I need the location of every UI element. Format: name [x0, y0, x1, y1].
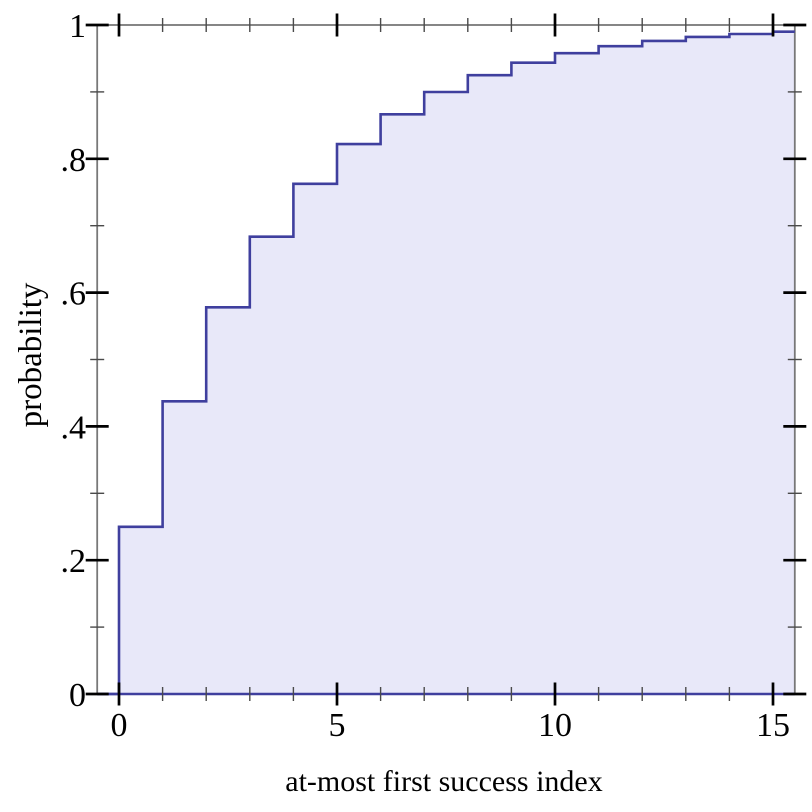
y-tick-label: .4 — [61, 409, 87, 446]
y-tick-label: .2 — [61, 543, 87, 580]
x-axis-label: at-most first success index — [285, 765, 602, 798]
y-tick-label: 1 — [69, 8, 86, 45]
cdf-area — [97, 31, 795, 694]
axis-ticks — [85, 13, 807, 706]
x-tick-label: 0 — [111, 707, 128, 744]
cdf-step-line — [97, 30, 795, 696]
y-tick-label: .8 — [61, 142, 87, 179]
y-tick-label: .6 — [61, 276, 87, 313]
axis-tick-labels: 0 5 10 15 0 .2 .4 .6 .8 1 — [61, 8, 791, 744]
x-tick-label: 15 — [756, 707, 790, 744]
y-tick-label: 0 — [69, 677, 86, 714]
y-axis-label: probability — [13, 282, 49, 427]
x-tick-label: 5 — [329, 707, 346, 744]
x-tick-label: 10 — [538, 707, 572, 744]
